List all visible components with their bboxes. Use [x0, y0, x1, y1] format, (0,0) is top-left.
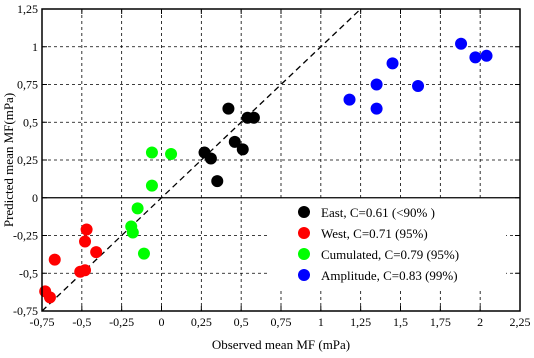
y-tick-label: 0 [32, 191, 38, 205]
data-point [211, 175, 224, 188]
legend: East, C=0.61 (<90% ) West, C=0.71 (95%) Cu… [270, 201, 506, 291]
legend-label: West, C=0.71 (95%) [321, 226, 428, 241]
y-tick-label: 0,5 [23, 115, 38, 129]
data-point [247, 111, 260, 124]
data-point [79, 264, 92, 277]
x-tick-label: 2,25 [510, 315, 531, 329]
x-tick-label: 1 [318, 315, 324, 329]
data-point [43, 291, 56, 304]
legend-marker [298, 269, 310, 281]
data-point [131, 202, 144, 215]
data-point [469, 51, 482, 64]
y-tick-label: -0,25 [13, 229, 38, 243]
x-tick-label: 0,75 [271, 315, 292, 329]
data-point [222, 102, 235, 115]
reference-line-group [41, 8, 362, 312]
legend-label: Cumulated, C=0.79 (95%) [321, 247, 459, 262]
legend-marker [298, 227, 310, 239]
tick-labels: -0,75 -0,5 -0,25 0 0,25 0,5 0,75 1 1,25 1,5 1,75 2 2… [13, 2, 531, 329]
data-point [90, 246, 103, 259]
x-tick-label: 2 [477, 315, 483, 329]
y-tick-label: 1 [32, 40, 38, 54]
legend-marker [298, 248, 310, 260]
data-point [204, 152, 217, 165]
y-tick-label: -0,75 [13, 304, 38, 318]
x-tick-label: -0,25 [109, 315, 134, 329]
data-point [126, 226, 139, 239]
data-point [386, 57, 399, 70]
data-point [145, 179, 158, 192]
data-point [236, 143, 249, 156]
y-tick-label: 0,75 [17, 78, 38, 92]
data-point [145, 146, 158, 159]
x-tick-label: -0,75 [30, 315, 55, 329]
data-point [79, 235, 92, 248]
legend-label: East, C=0.61 (<90% ) [321, 205, 435, 220]
x-tick-label: 0 [159, 315, 165, 329]
y-tick-label: -0,5 [19, 266, 38, 280]
data-point [80, 223, 93, 236]
x-tick-label: 0,25 [191, 315, 212, 329]
data-point [48, 253, 61, 266]
data-point [412, 80, 425, 93]
data-point [370, 78, 383, 91]
x-tick-label: 0,5 [234, 315, 249, 329]
y-tick-label: 0,25 [17, 153, 38, 167]
x-axis-title: Observed mean MF (mPa) [212, 337, 350, 352]
data-point [455, 37, 468, 50]
legend-label: Amplitude, C=0.83 (99%) [321, 268, 458, 283]
data-point [343, 93, 356, 106]
identity-reference-line [41, 8, 362, 312]
data-points [39, 37, 493, 304]
x-tick-label: 1,5 [393, 315, 408, 329]
x-tick-label: -0,5 [72, 315, 91, 329]
x-tick-label: 1,25 [350, 315, 371, 329]
data-point [228, 135, 241, 148]
data-point [137, 247, 150, 260]
y-tick-label: 1,25 [17, 2, 38, 16]
legend-marker [298, 206, 310, 218]
data-point [165, 147, 178, 160]
x-tick-label: 1,75 [430, 315, 451, 329]
y-axis-title: Predicted mean MF(mPa) [1, 93, 16, 227]
data-point [480, 49, 493, 62]
data-point [370, 102, 383, 115]
